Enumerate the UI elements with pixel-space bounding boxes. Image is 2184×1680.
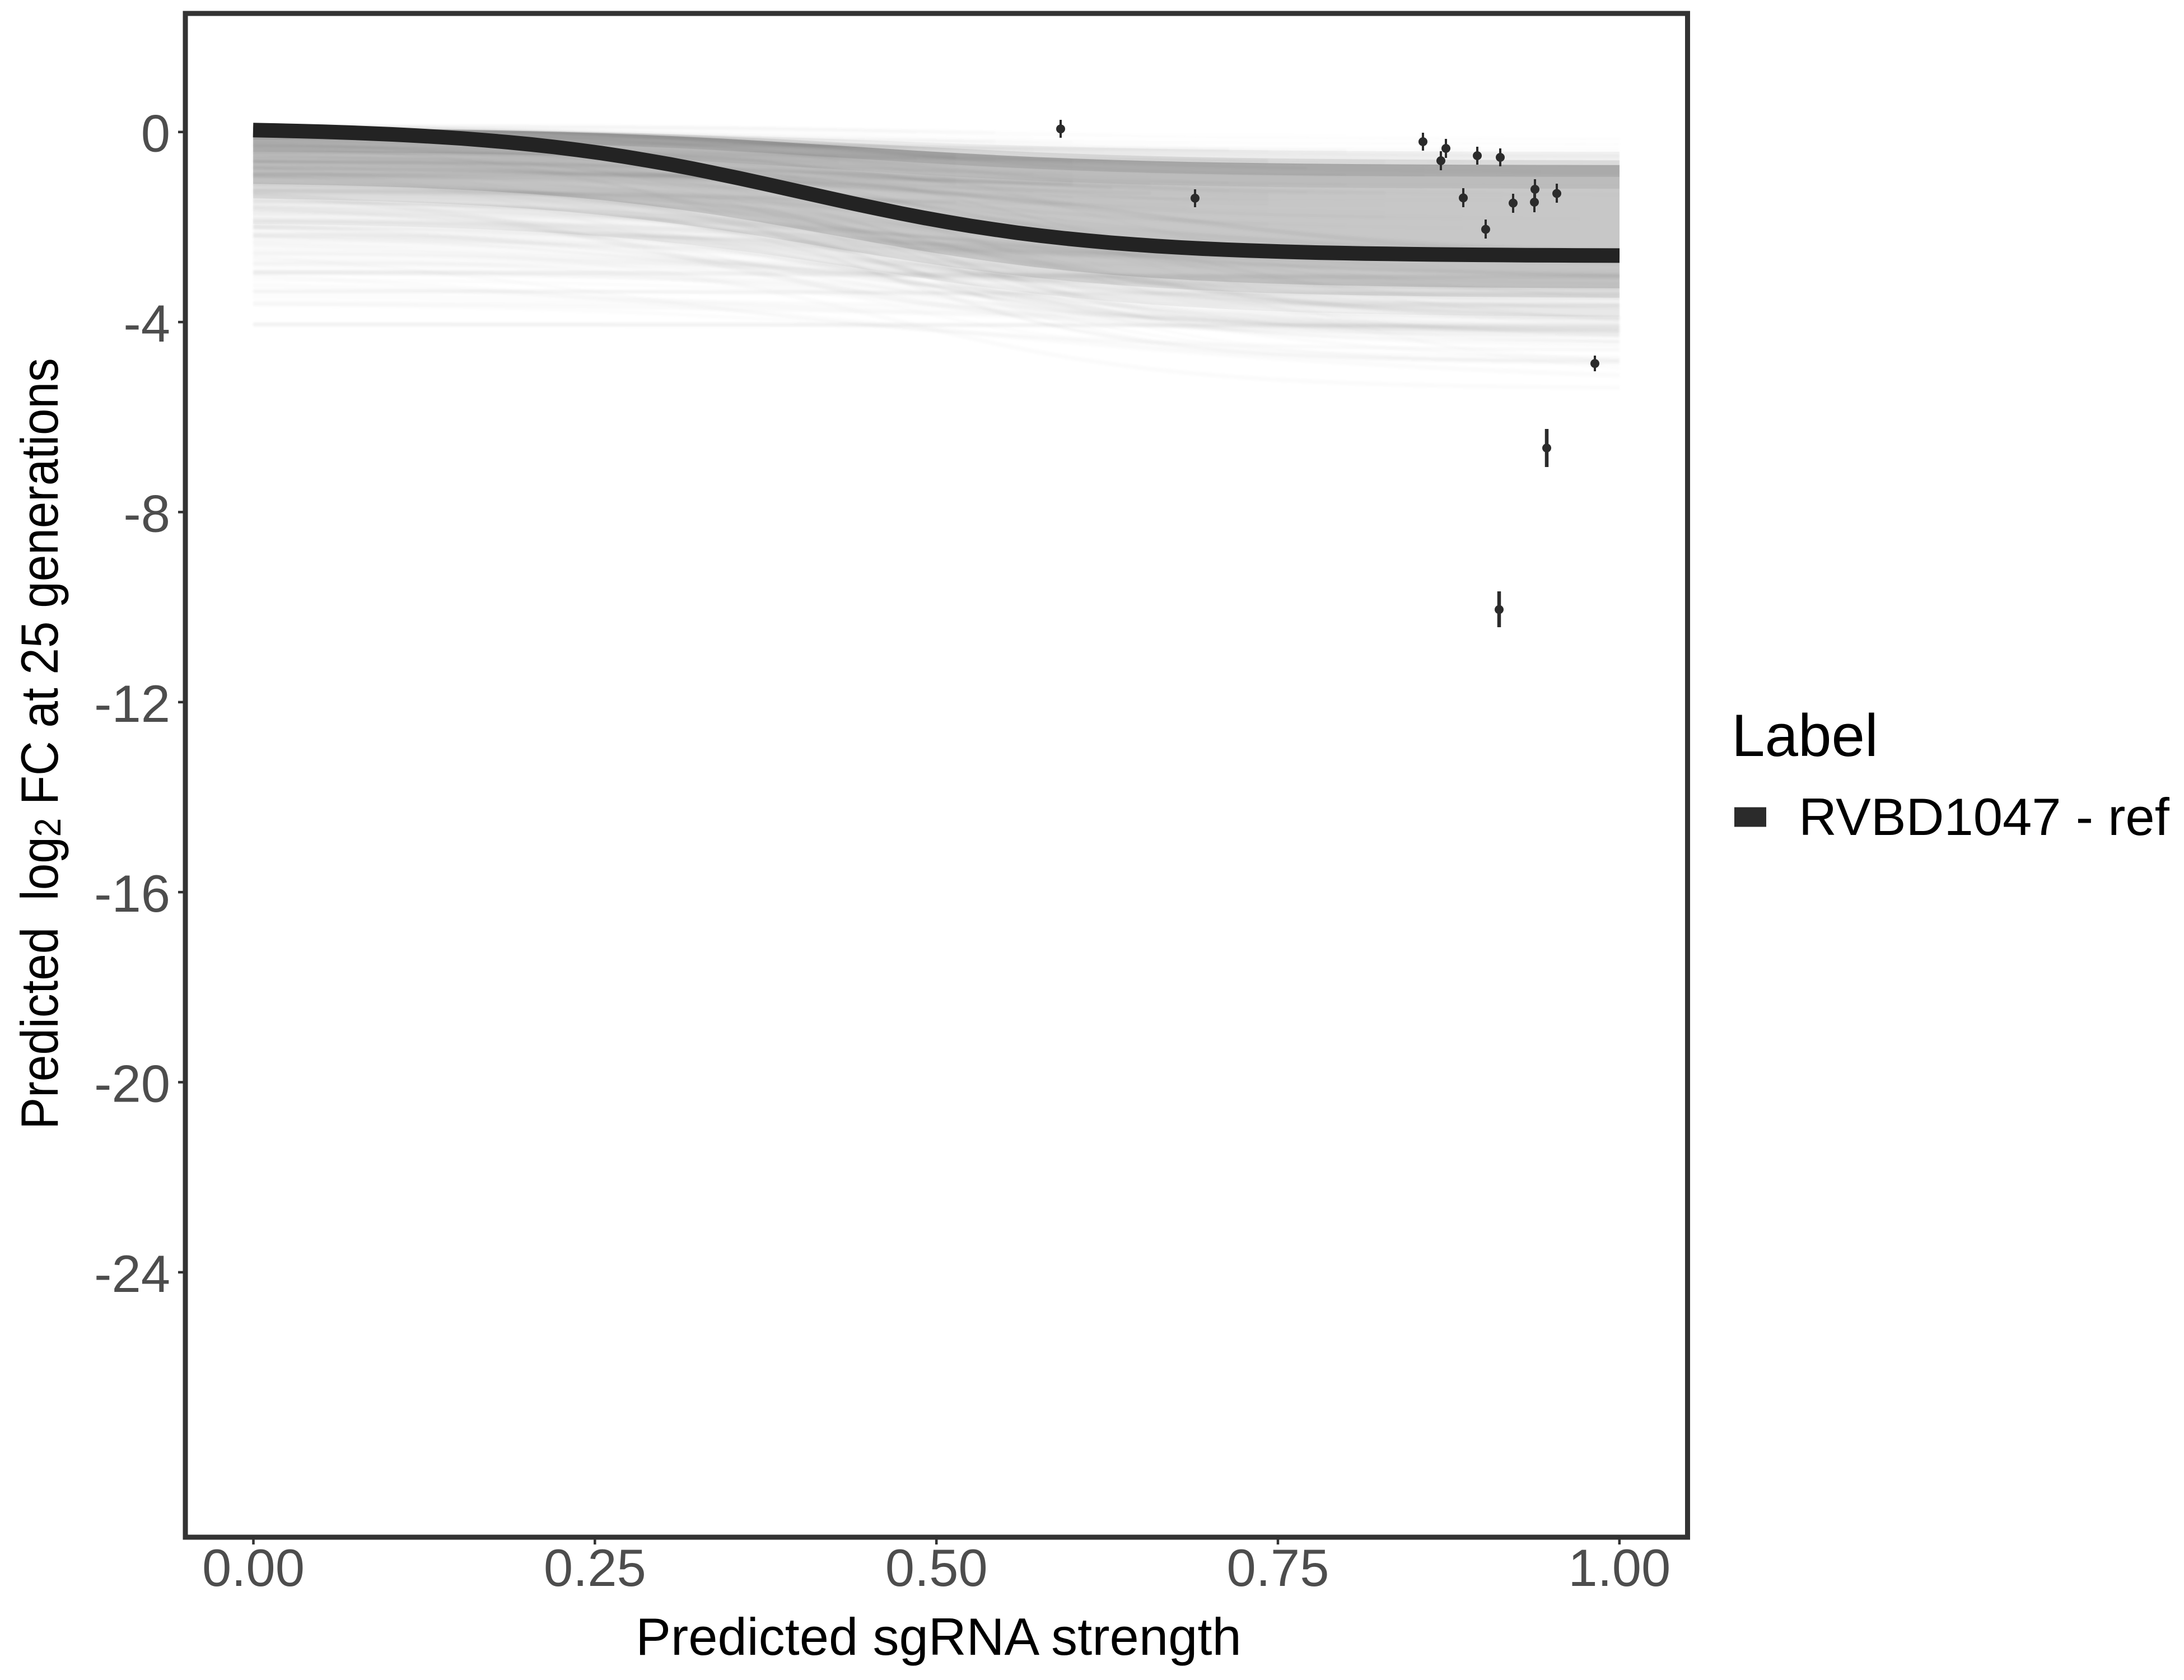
- svg-text:1.00: 1.00: [1568, 1538, 1670, 1597]
- svg-text:0.75: 0.75: [1227, 1538, 1329, 1597]
- svg-text:-4: -4: [123, 294, 170, 353]
- svg-text:0.25: 0.25: [544, 1538, 646, 1597]
- svg-text:-8: -8: [123, 484, 170, 543]
- svg-text:-24: -24: [94, 1244, 170, 1303]
- svg-text:-20: -20: [94, 1054, 170, 1113]
- svg-text:Predicted log2 FC at 25 gener: Predicted log2 FC at 25 generations: [11, 358, 69, 1129]
- svg-text:0.50: 0.50: [885, 1538, 988, 1597]
- svg-text:0: 0: [141, 104, 170, 163]
- svg-text:Label: Label: [1732, 702, 1878, 769]
- svg-text:-16: -16: [94, 864, 170, 923]
- svg-text:Predicted sgRNA strength: Predicted sgRNA strength: [636, 1607, 1242, 1666]
- svg-text:-12: -12: [94, 674, 170, 733]
- svg-text:0.00: 0.00: [202, 1538, 305, 1597]
- svg-text:RVBD1047 - ref: RVBD1047 - ref: [1799, 787, 2170, 846]
